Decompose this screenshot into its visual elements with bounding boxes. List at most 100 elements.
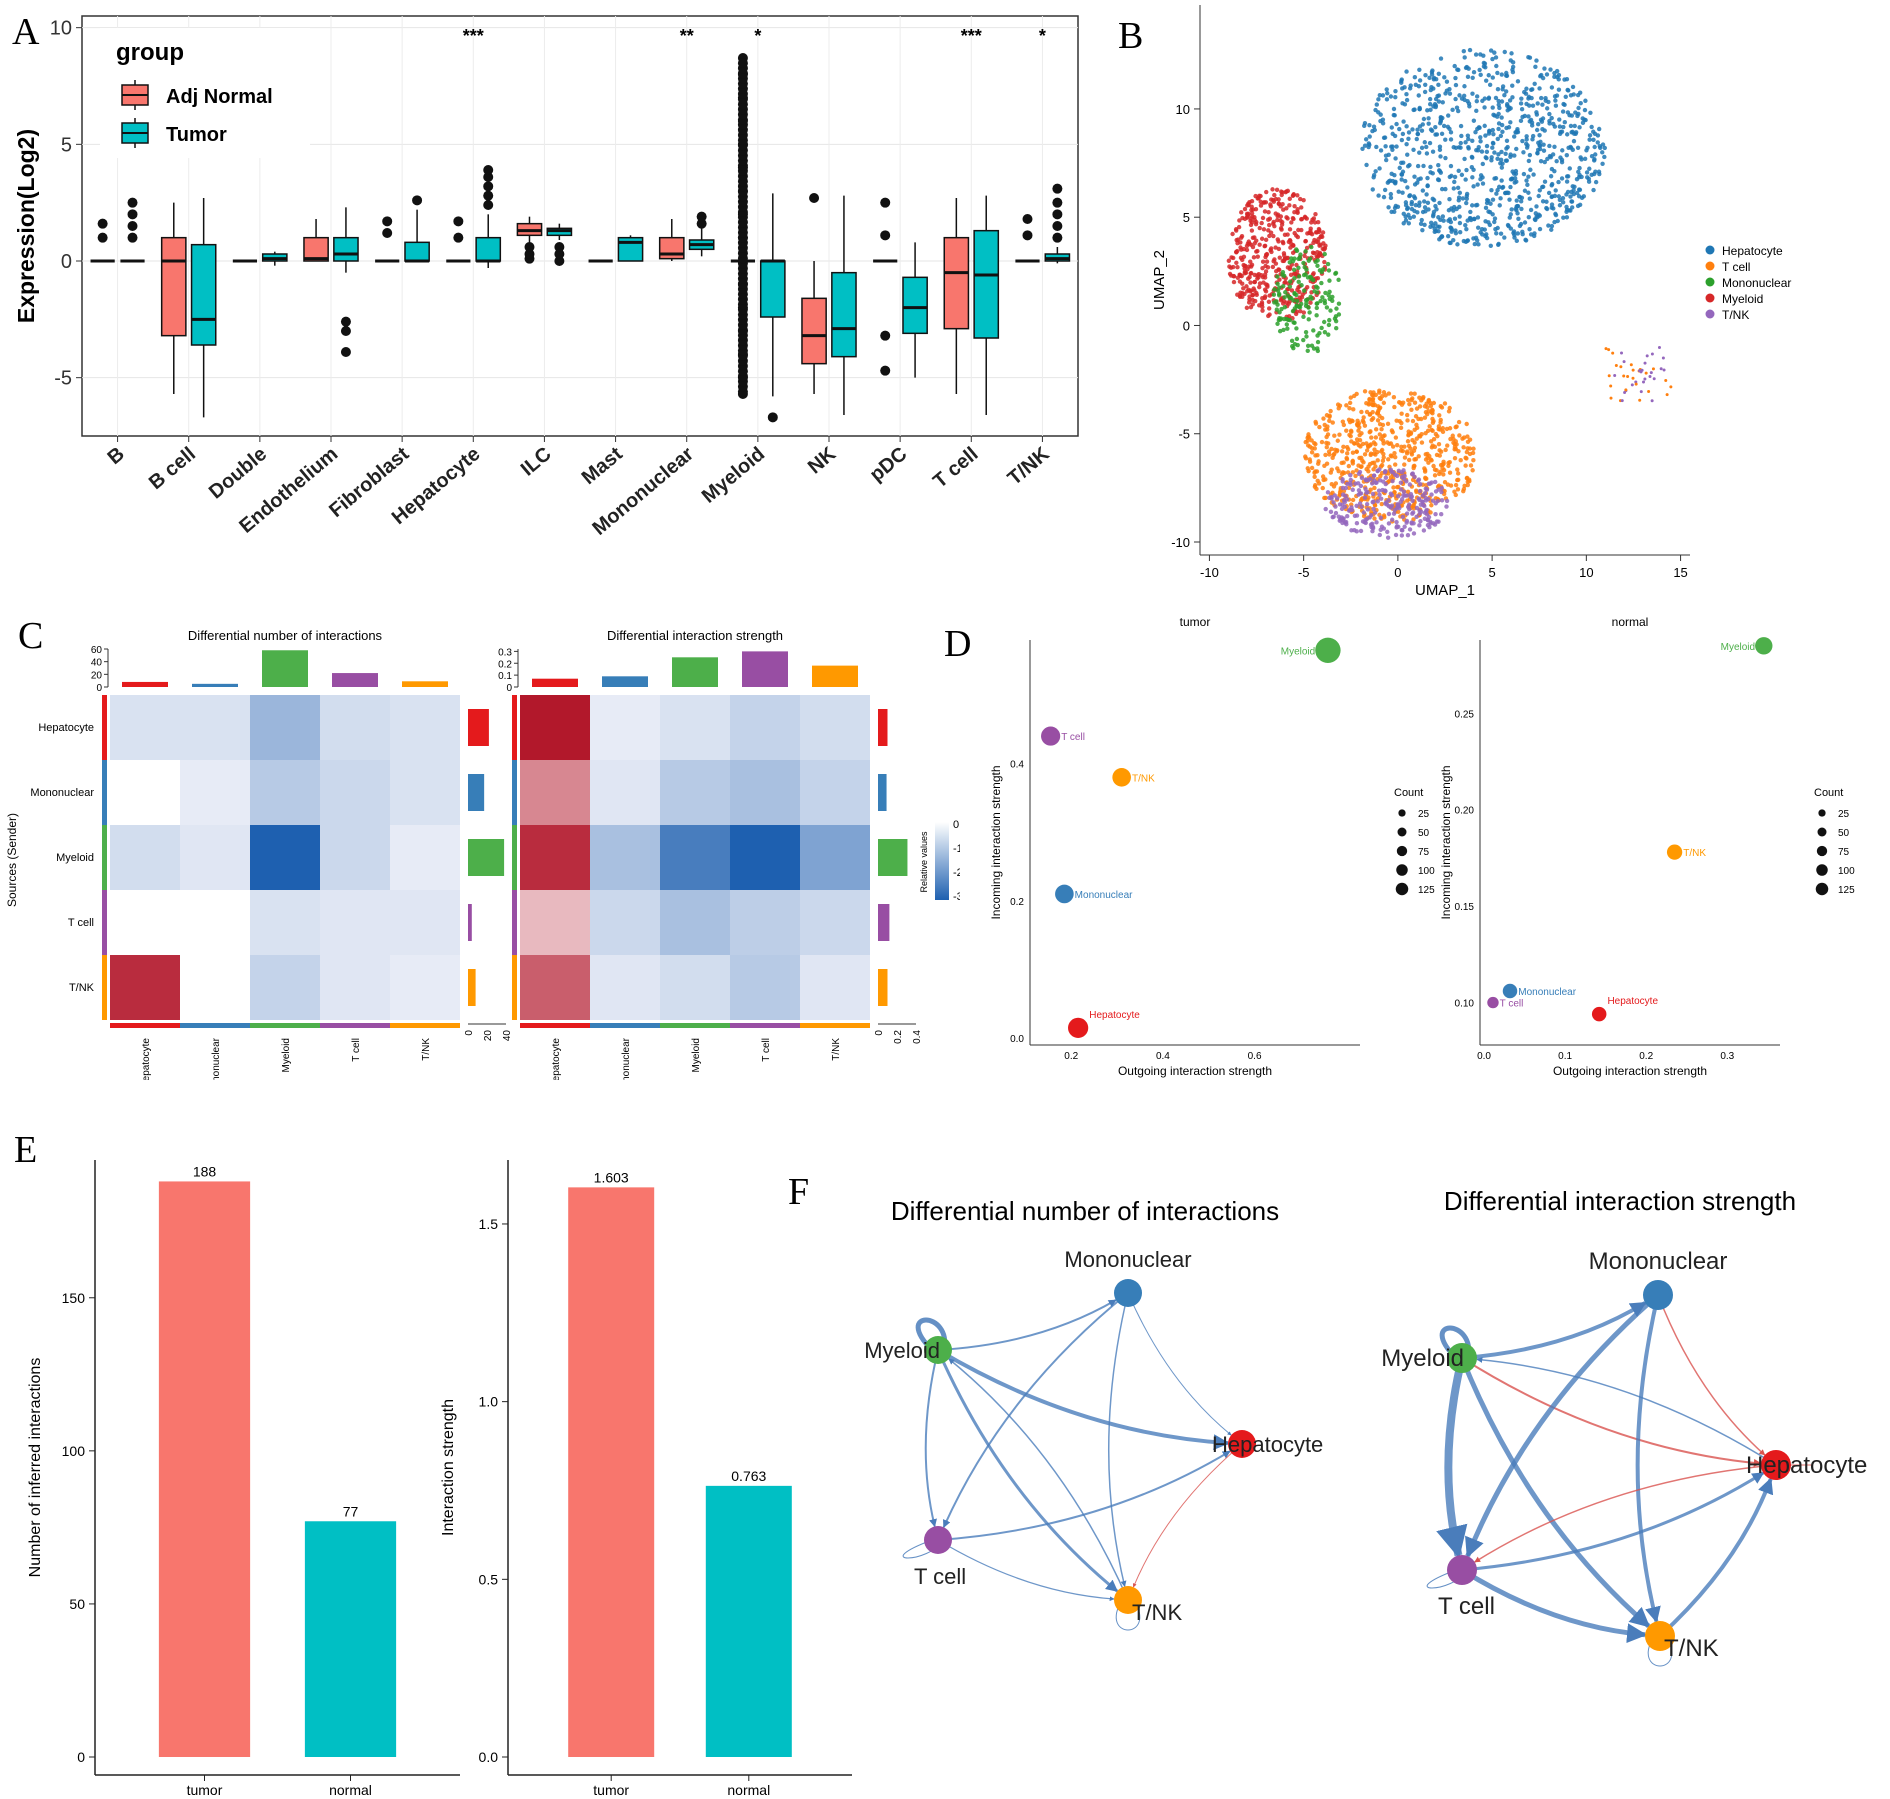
umap-point xyxy=(1371,390,1376,395)
umap-point xyxy=(1235,265,1240,270)
umap-point xyxy=(1462,84,1467,89)
umap-point xyxy=(1414,406,1420,411)
umap-point xyxy=(1410,418,1416,424)
network-self-loop xyxy=(1647,1635,1673,1667)
umap-point xyxy=(1410,127,1415,132)
point-mononuclear xyxy=(1055,884,1074,904)
umap-point xyxy=(1649,371,1653,375)
umap-point xyxy=(1323,477,1328,482)
heatmap-cell xyxy=(180,825,250,890)
panel-f-networks: Differential number of interactionsMonon… xyxy=(864,1186,1867,1667)
umap-point xyxy=(1514,198,1519,203)
umap-point xyxy=(1452,444,1458,450)
umap-point xyxy=(1302,214,1308,220)
umap-point xyxy=(1620,351,1624,355)
umap-point xyxy=(1400,514,1406,520)
umap-point xyxy=(1272,192,1277,198)
umap-point xyxy=(1428,220,1434,226)
umap-point xyxy=(1322,495,1327,501)
umap-point xyxy=(1503,151,1508,156)
umap-point xyxy=(1242,216,1248,221)
umap-point xyxy=(1248,222,1254,228)
umap-point xyxy=(1439,186,1445,192)
umap-point xyxy=(1412,463,1417,469)
umap-point xyxy=(1287,203,1292,208)
umap-point xyxy=(1512,153,1517,158)
umap-point xyxy=(1303,454,1308,459)
umap-point xyxy=(1587,166,1592,171)
umap-point xyxy=(1447,405,1452,411)
umap-point xyxy=(1316,481,1322,486)
umap-point xyxy=(1386,521,1392,526)
umap-point xyxy=(1549,227,1554,232)
umap-point xyxy=(1514,146,1519,152)
umap-point xyxy=(1376,488,1382,493)
network-edge xyxy=(1461,1471,1765,1572)
umap-point xyxy=(1400,190,1405,195)
umap-point xyxy=(1323,506,1328,512)
umap-point xyxy=(1349,429,1354,434)
top-bar xyxy=(192,683,238,687)
umap-point xyxy=(1271,233,1276,239)
box-outlier xyxy=(382,216,393,227)
umap-point xyxy=(1378,118,1383,124)
box-adj-normal xyxy=(658,236,685,260)
size-legend-label: 100 xyxy=(1418,866,1435,877)
umap-point xyxy=(1369,417,1374,423)
umap-point xyxy=(1277,310,1282,315)
legend-colorbar xyxy=(935,822,949,900)
umap-point xyxy=(1495,225,1500,231)
umap-point xyxy=(1265,265,1271,270)
umap-point xyxy=(1492,219,1497,225)
umap-point xyxy=(1558,129,1563,135)
umap-point xyxy=(1393,462,1398,467)
x-tick-label: -5 xyxy=(1298,565,1310,580)
umap-point xyxy=(1542,179,1548,184)
umap-point xyxy=(1370,128,1375,134)
umap-point xyxy=(1559,176,1565,181)
umap-point xyxy=(1354,449,1359,454)
umap-point xyxy=(1295,209,1300,214)
umap-point xyxy=(1408,495,1414,500)
network-edge xyxy=(1658,1477,1774,1638)
umap-point xyxy=(1377,492,1382,498)
size-legend-dot xyxy=(1396,845,1408,857)
y-tick-label: 10 xyxy=(50,18,72,40)
umap-point xyxy=(1375,410,1381,415)
heatmap-cell xyxy=(390,890,460,955)
box-outlier xyxy=(524,249,535,259)
umap-point xyxy=(1549,202,1555,207)
umap-point xyxy=(1589,124,1594,130)
umap-point xyxy=(1443,447,1448,453)
umap-point xyxy=(1467,437,1473,442)
umap-point xyxy=(1430,196,1435,202)
umap-point xyxy=(1540,75,1546,81)
heatmap-cell xyxy=(520,695,590,760)
umap-point xyxy=(1455,471,1461,476)
umap-point xyxy=(1379,501,1384,507)
right-axis-label: 0.4 xyxy=(912,1030,923,1044)
umap-point xyxy=(1463,140,1468,145)
umap-point xyxy=(1534,110,1539,115)
umap-point xyxy=(1335,466,1340,471)
box-outlier xyxy=(554,242,565,252)
umap-point xyxy=(1473,129,1478,135)
umap-point xyxy=(1419,128,1425,133)
umap-point xyxy=(1499,72,1504,77)
umap-point xyxy=(1332,433,1337,438)
size-legend-dot xyxy=(1815,882,1829,896)
umap-point xyxy=(1404,206,1410,212)
right-bar xyxy=(468,904,472,941)
umap-point xyxy=(1273,245,1278,250)
umap-point xyxy=(1297,255,1302,261)
umap-point xyxy=(1288,245,1293,250)
box-tumor xyxy=(759,260,786,318)
umap-point xyxy=(1317,424,1322,430)
row-label: T cell xyxy=(68,917,94,929)
umap-point xyxy=(1381,400,1387,406)
umap-point xyxy=(1428,164,1433,170)
umap-point xyxy=(1488,243,1493,249)
umap-point xyxy=(1534,127,1540,133)
umap-point xyxy=(1294,248,1300,254)
umap-point xyxy=(1283,290,1288,295)
